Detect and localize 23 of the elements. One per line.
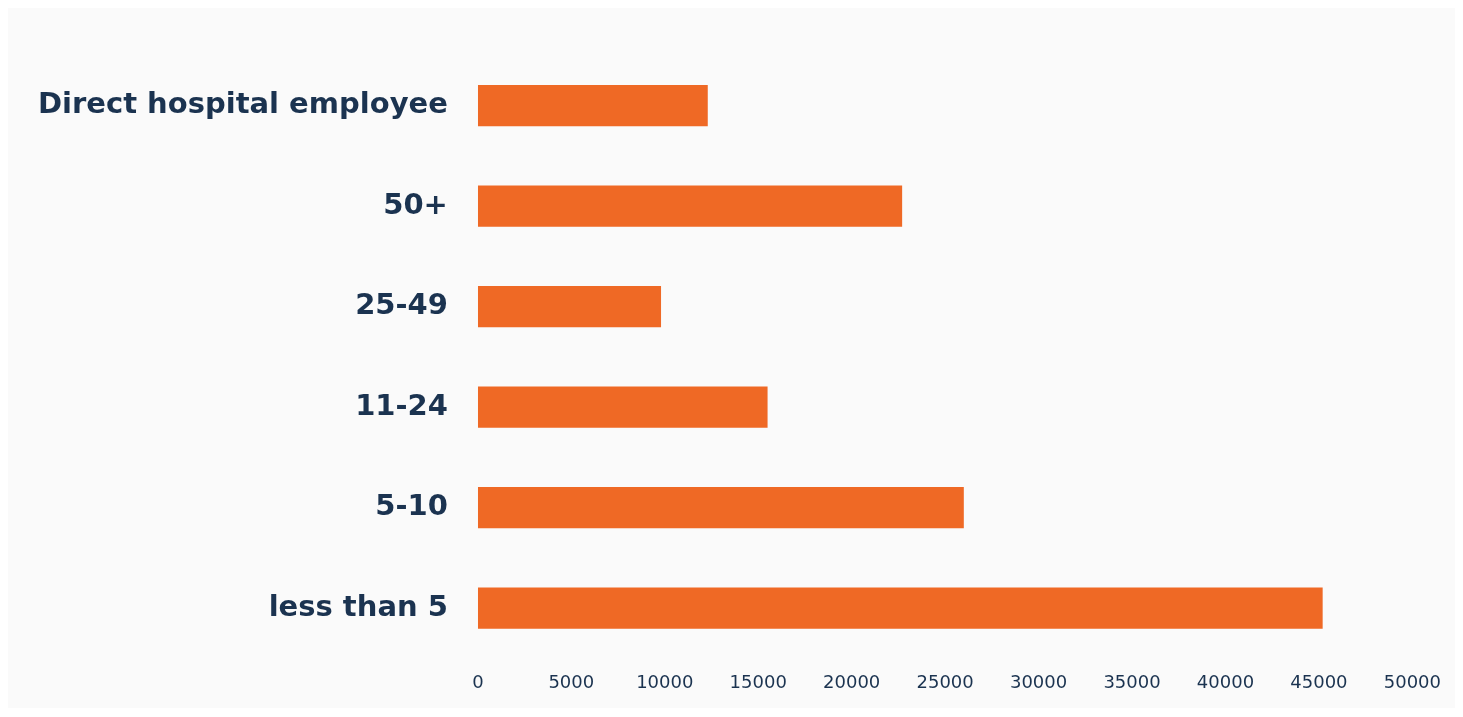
y-tick-label: 50+ [383, 186, 448, 221]
bar [477, 185, 903, 227]
bar [477, 386, 768, 428]
x-tick-label: 20000 [823, 670, 881, 692]
bar [477, 587, 1323, 629]
bar [477, 487, 964, 529]
y-tick-label: 25-49 [355, 287, 448, 322]
y-tick-label: less than 5 [268, 588, 448, 623]
x-tick-label: 15000 [729, 670, 787, 692]
x-tick-label: 30000 [1009, 670, 1068, 692]
y-tick-label: Direct hospital employee [37, 86, 448, 121]
x-tick-label: 0 [472, 670, 484, 692]
bar [477, 286, 662, 328]
x-tick-label: 10000 [636, 670, 694, 692]
x-tick-label: 50000 [1383, 670, 1441, 692]
x-tick-label: 5000 [548, 670, 595, 692]
x-tick-label: 40000 [1196, 670, 1255, 692]
x-tick-label: 35000 [1103, 670, 1161, 692]
x-tick-label: 25000 [916, 670, 974, 692]
x-tick-label: 45000 [1290, 670, 1348, 692]
bar [477, 85, 708, 127]
y-tick-label: 5-10 [375, 488, 448, 523]
y-tick-label: 11-24 [355, 387, 448, 422]
